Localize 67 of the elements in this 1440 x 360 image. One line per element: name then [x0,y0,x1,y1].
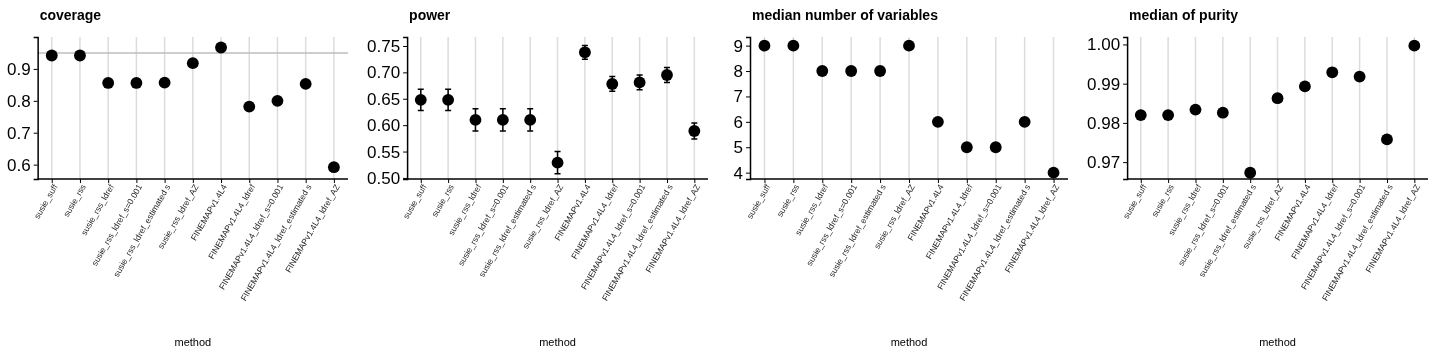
point [903,39,915,52]
chart-title: power [409,7,451,23]
point [989,141,1002,154]
point [299,78,312,90]
point [1162,109,1175,121]
point [1134,109,1147,121]
x-axis-title: method [1259,336,1296,348]
point [1326,66,1339,79]
point [271,94,284,107]
x-axis-title: method [539,336,576,348]
point [845,65,858,77]
y-tick-label: 0.75 [367,36,401,56]
chart-title: median of purity [1129,7,1239,23]
point [787,39,800,52]
y-tick-label: 0.50 [367,168,401,188]
y-tick-label: 0.97 [1087,153,1121,173]
point [960,141,973,154]
y-tick-label: 0.9 [7,59,31,79]
point [1271,92,1284,105]
point [102,77,115,89]
point [1298,80,1311,93]
x-axis-title: method [174,336,212,348]
point [243,100,256,113]
point [74,49,86,62]
point [1353,70,1366,83]
y-tick-label: 0.55 [367,142,401,162]
chart-title: coverage [39,7,102,23]
y-tick-label: 0.70 [367,63,401,83]
point [158,76,171,89]
y-tick-label: 8 [733,61,743,81]
y-tick-label: 9 [733,36,743,56]
point [1018,115,1031,128]
point [469,113,482,126]
point [327,161,340,174]
point [551,156,564,169]
point [1244,166,1257,179]
point [1047,166,1060,179]
point [524,113,537,126]
point [186,57,199,70]
point [215,41,227,54]
y-tick-label: 0.7 [7,123,31,143]
y-tick-label: 7 [733,87,743,107]
point [442,93,455,106]
y-tick-label: 0.98 [1087,113,1121,133]
y-tick-label: 6 [733,112,743,132]
point [874,65,887,77]
point [496,113,509,126]
point [1381,133,1393,146]
y-tick-label: 0.6 [7,155,31,175]
y-tick-label: 4 [733,163,743,183]
x-axis-title: method [890,336,928,348]
point [816,65,829,77]
point [45,49,58,62]
y-tick-label: 0.8 [7,91,31,111]
point [1189,103,1202,116]
y-tick-label: 0.60 [367,116,401,136]
point [1408,39,1421,52]
y-tick-label: 0.99 [1087,74,1121,94]
y-tick-label: 5 [733,138,743,158]
point [758,39,771,52]
point [130,77,143,89]
y-tick-label: 0.65 [367,89,401,109]
point [1216,106,1229,119]
y-tick-label: 1.00 [1087,35,1121,55]
point [931,115,944,128]
chart-title: median number of variables [752,7,939,23]
point [414,93,427,106]
